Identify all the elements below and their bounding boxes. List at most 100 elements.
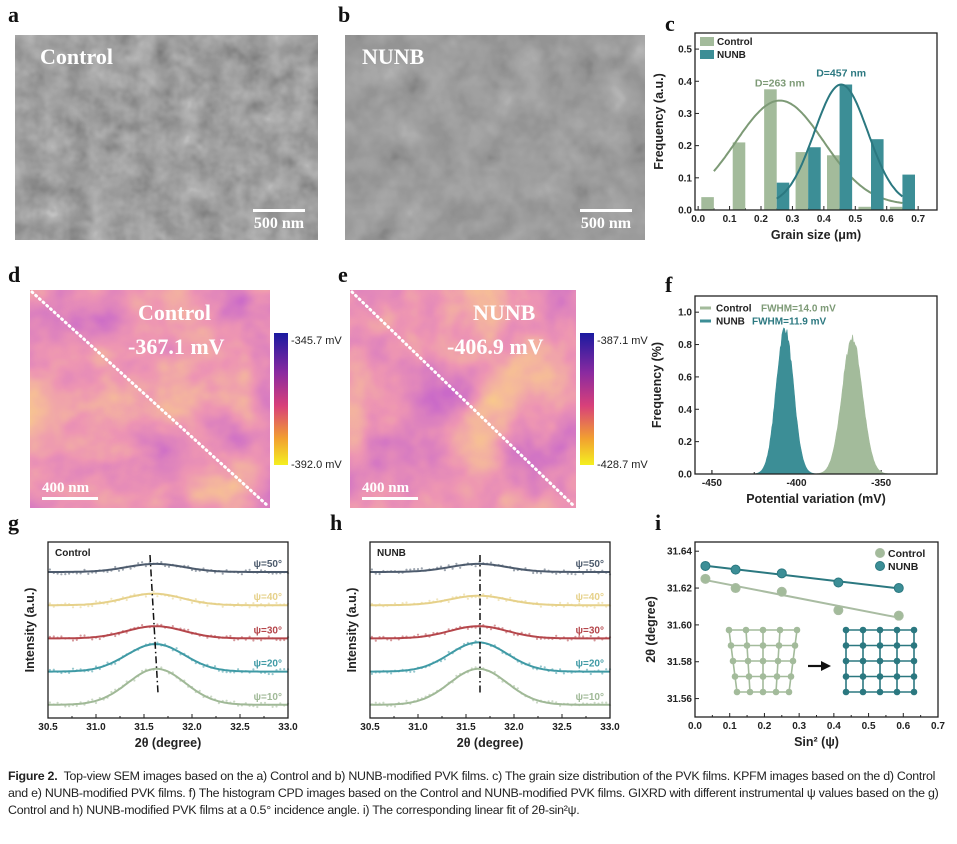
data-point xyxy=(370,568,373,571)
y-axis-label: Frequency (%) xyxy=(650,342,664,428)
data-point xyxy=(574,573,577,576)
y-tick-label: 0.4 xyxy=(678,405,692,416)
x-tick-label: 31.5 xyxy=(456,722,476,733)
colorbar-min-e: -428.7 mV xyxy=(597,459,648,471)
data-point xyxy=(601,601,604,604)
data-point xyxy=(543,666,546,669)
fit-label-nunb: D=457 nm xyxy=(816,67,866,79)
data-point xyxy=(566,572,569,575)
data-point xyxy=(593,606,596,609)
strained-lattice-atom xyxy=(793,626,801,634)
data-point xyxy=(233,639,236,642)
data-point xyxy=(566,602,569,605)
data-point xyxy=(374,639,377,642)
histogram-control xyxy=(811,334,893,475)
bar-control xyxy=(732,142,746,210)
data-point xyxy=(478,596,481,599)
data-point xyxy=(528,632,531,636)
data-point xyxy=(532,571,535,575)
data-point xyxy=(275,601,278,605)
data-point xyxy=(144,595,147,598)
data-point xyxy=(390,639,393,642)
strained-lattice-atom xyxy=(727,642,735,649)
data-point xyxy=(582,635,585,638)
data-point xyxy=(589,568,592,571)
x-tick-label: 31.0 xyxy=(86,722,106,733)
data-point xyxy=(190,601,194,605)
data-point xyxy=(248,635,251,638)
data-point xyxy=(524,567,527,570)
data-point xyxy=(87,605,90,608)
data-point xyxy=(91,698,94,701)
y-tick-label: 1.0 xyxy=(678,308,692,319)
x-tick-label: 0.3 xyxy=(785,214,799,225)
data-point xyxy=(141,669,144,673)
data-point xyxy=(516,687,519,690)
data-point xyxy=(409,568,412,571)
x-tick-label: -400 xyxy=(787,478,807,489)
arrow-icon-head xyxy=(821,661,831,671)
colorbar-min-d: -392.0 mV xyxy=(291,459,342,471)
strained-lattice-atom xyxy=(791,642,799,649)
data-point xyxy=(416,633,420,636)
chart-panel-c: c 0.0 0.1 0.2 0.3 0.4 0.5 0.6 0.7 0.0 0.1 0.2 0.3 0.4… xyxy=(652,11,938,242)
strained-lattice-atom xyxy=(759,673,767,680)
data-point xyxy=(75,572,78,575)
x-tick-label: 0.7 xyxy=(911,214,925,225)
strained-lattice-atom xyxy=(776,626,784,634)
data-point xyxy=(443,632,446,636)
curve-label: ψ=20° xyxy=(576,659,605,670)
data-point xyxy=(213,665,217,668)
data-point xyxy=(283,638,286,642)
relaxed-lattice-atom xyxy=(910,673,918,680)
strained-lattice-atom xyxy=(774,657,782,665)
data-point xyxy=(187,628,190,631)
x-tick-label: 0.5 xyxy=(862,721,876,732)
data-point xyxy=(543,568,546,571)
relaxed-lattice-atom xyxy=(910,657,918,665)
data-point xyxy=(593,701,596,705)
data-point xyxy=(374,701,377,704)
legend-marker-control xyxy=(875,548,885,558)
y-tick-label: 0.5 xyxy=(678,45,692,56)
fwhm-label-nunb: FWHM=11.9 mV xyxy=(752,317,827,328)
relaxed-lattice-atom xyxy=(876,626,884,634)
plot-frame xyxy=(694,541,939,718)
data-point xyxy=(597,602,600,605)
data-point xyxy=(263,701,267,704)
data-point xyxy=(87,572,90,576)
data-point xyxy=(486,597,489,600)
plot-frame xyxy=(694,295,938,475)
data-point xyxy=(71,639,75,642)
panel-label-d: d xyxy=(8,262,20,287)
data-point xyxy=(605,668,608,671)
y-tick-label: 0.2 xyxy=(678,141,692,152)
data-point xyxy=(110,690,113,694)
chart-panel-h: h 30.5 31.0 31.5 32.0 32.5 33.0 2θ (degree) Inte… xyxy=(330,510,620,750)
fwhm-label-control: FWHM=14.0 mV xyxy=(761,304,836,315)
data-point xyxy=(393,602,397,605)
relaxed-lattice-atom xyxy=(859,626,867,634)
data-point xyxy=(551,700,554,703)
data-point xyxy=(374,572,377,575)
scale-bar-label-a: 500 nm xyxy=(254,215,305,232)
x-tick-label: 32.0 xyxy=(182,722,202,733)
data-point xyxy=(248,606,251,609)
histogram-nunb xyxy=(750,327,820,475)
curve-label: ψ=40° xyxy=(576,592,605,603)
data-point xyxy=(601,701,604,704)
relaxed-lattice-atom xyxy=(910,688,918,696)
bar-nunb xyxy=(871,139,884,210)
data-point xyxy=(52,605,55,608)
data-point xyxy=(221,670,224,673)
relaxed-lattice-atom xyxy=(842,673,850,680)
strained-lattice-atom xyxy=(731,673,739,680)
data-point xyxy=(443,569,446,572)
plot-frame xyxy=(47,541,289,719)
data-point xyxy=(520,631,523,634)
bar-nunb xyxy=(808,147,821,210)
data-point xyxy=(459,566,462,569)
data-point xyxy=(559,601,562,605)
strained-lattice-atom xyxy=(775,642,783,649)
relaxed-lattice-atom xyxy=(893,673,901,680)
